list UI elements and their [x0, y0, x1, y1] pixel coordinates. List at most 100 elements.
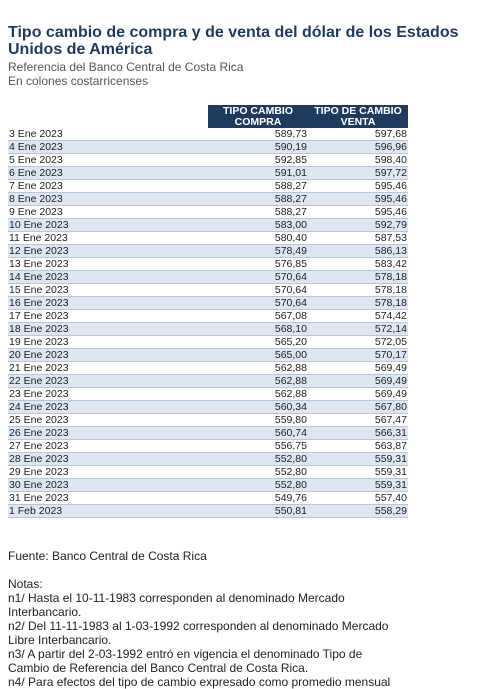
- table-row: 18 Ene 2023 568,10 572,14: [8, 322, 408, 336]
- row-venta: 578,18: [308, 270, 408, 284]
- row-date: 15 Ene 2023: [8, 283, 208, 297]
- table-body: 3 Ene 2023 589,73 597,68 4 Ene 2023 590,19 59…: [8, 128, 408, 518]
- row-date: 4 Ene 2023: [8, 140, 208, 154]
- row-compra: 589,73: [208, 128, 308, 141]
- table-row: 31 Ene 2023 549,76 557,40: [8, 491, 408, 505]
- row-date: 6 Ene 2023: [8, 166, 208, 180]
- row-compra: 588,27: [208, 205, 308, 219]
- row-compra: 562,88: [208, 387, 308, 401]
- row-compra: 562,88: [208, 374, 308, 388]
- table-row: 17 Ene 2023 567,08 574,42: [8, 309, 408, 323]
- subtitle-units: En colones costarricenses: [8, 74, 149, 88]
- table-row: 4 Ene 2023 590,19 596,96: [8, 140, 408, 154]
- table-row: 16 Ene 2023 570,64 578,18: [8, 296, 408, 310]
- row-venta: 578,18: [308, 296, 408, 310]
- row-date: 19 Ene 2023: [8, 335, 208, 349]
- note-item: n1/ Hasta el 10-11-1983 corresponden al …: [8, 591, 345, 619]
- row-venta: 592,79: [308, 218, 408, 232]
- table-row: 10 Ene 2023 583,00 592,79: [8, 218, 408, 232]
- row-venta: 559,31: [308, 478, 408, 492]
- row-date: 17 Ene 2023: [8, 309, 208, 323]
- row-date: 25 Ene 2023: [8, 413, 208, 427]
- row-venta: 574,42: [308, 309, 408, 323]
- subtitle-reference: Referencia del Banco Central de Costa Ri…: [8, 60, 244, 74]
- row-compra: 580,40: [208, 231, 308, 245]
- table-row: 27 Ene 2023 556,75 563,87: [8, 439, 408, 453]
- table-row: 20 Ene 2023 565,00 570,17: [8, 348, 408, 362]
- row-venta: 596,96: [308, 140, 408, 154]
- table-row: 3 Ene 2023 589,73 597,68: [8, 128, 408, 141]
- row-venta: 578,18: [308, 283, 408, 297]
- row-compra: 568,10: [208, 322, 308, 336]
- notes-heading: Notas:: [8, 577, 43, 591]
- row-venta: 595,46: [308, 179, 408, 193]
- row-compra: 549,76: [208, 491, 308, 505]
- note-item: n4/ Para efectos del tipo de cambio expr…: [8, 675, 391, 689]
- row-date: 12 Ene 2023: [8, 244, 208, 258]
- row-date: 20 Ene 2023: [8, 348, 208, 362]
- table-row: 12 Ene 2023 578,49 586,13: [8, 244, 408, 258]
- header-blank: [8, 105, 208, 128]
- row-compra: 576,85: [208, 257, 308, 271]
- row-date: 27 Ene 2023: [8, 439, 208, 453]
- row-date: 26 Ene 2023: [8, 426, 208, 440]
- row-compra: 560,74: [208, 426, 308, 440]
- table-row: 26 Ene 2023 560,74 566,31: [8, 426, 408, 440]
- row-venta: 567,80: [308, 400, 408, 414]
- header-venta: TIPO DE CAMBIO VENTA: [308, 105, 408, 128]
- row-date: 10 Ene 2023: [8, 218, 208, 232]
- table-row: 28 Ene 2023 552,80 559,31: [8, 452, 408, 466]
- source-note: Fuente: Banco Central de Costa Rica: [8, 549, 207, 563]
- row-compra: 556,75: [208, 439, 308, 453]
- row-compra: 570,64: [208, 296, 308, 310]
- row-date: 11 Ene 2023: [8, 231, 208, 245]
- row-venta: 557,40: [308, 491, 408, 505]
- row-date: 9 Ene 2023: [8, 205, 208, 219]
- table-row: 14 Ene 2023 570,64 578,18: [8, 270, 408, 284]
- row-compra: 552,80: [208, 478, 308, 492]
- row-venta: 587,53: [308, 231, 408, 245]
- row-venta: 572,05: [308, 335, 408, 349]
- row-date: 22 Ene 2023: [8, 374, 208, 388]
- row-compra: 592,85: [208, 153, 308, 167]
- table-row: 5 Ene 2023 592,85 598,40: [8, 153, 408, 167]
- row-venta: 558,29: [308, 504, 408, 518]
- row-venta: 586,13: [308, 244, 408, 258]
- row-compra: 562,88: [208, 361, 308, 375]
- table-row: 13 Ene 2023 576,85 583,42: [8, 257, 408, 271]
- row-venta: 572,14: [308, 322, 408, 336]
- table-row: 29 Ene 2023 552,80 559,31: [8, 465, 408, 479]
- exchange-rate-table: TIPO CAMBIO COMPRA TIPO DE CAMBIO VENTA …: [8, 105, 408, 518]
- row-venta: 570,17: [308, 348, 408, 362]
- row-venta: 567,47: [308, 413, 408, 427]
- note-item: n3/ A partir del 2-03-1992 entró en vige…: [8, 647, 363, 675]
- row-venta: 595,46: [308, 205, 408, 219]
- table-row: 15 Ene 2023 570,64 578,18: [8, 283, 408, 297]
- row-venta: 597,72: [308, 166, 408, 180]
- table-row: 23 Ene 2023 562,88 569,49: [8, 387, 408, 401]
- row-venta: 597,68: [308, 128, 408, 141]
- row-venta: 563,87: [308, 439, 408, 453]
- row-date: 16 Ene 2023: [8, 296, 208, 310]
- note-item: n2/ Del 11-11-1983 al 1-03-1992 correspo…: [8, 619, 389, 647]
- table-row: 6 Ene 2023 591,01 597,72: [8, 166, 408, 180]
- table-row: 1 Feb 2023 550,81 558,29: [8, 504, 408, 518]
- row-compra: 588,27: [208, 179, 308, 193]
- row-compra: 578,49: [208, 244, 308, 258]
- row-compra: 560,34: [208, 400, 308, 414]
- row-date: 24 Ene 2023: [8, 400, 208, 414]
- report: Tipo cambio de compra y de venta del dól…: [8, 0, 488, 518]
- row-venta: 583,42: [308, 257, 408, 271]
- row-venta: 598,40: [308, 153, 408, 167]
- table-row: 21 Ene 2023 562,88 569,49: [8, 361, 408, 375]
- row-venta: 569,49: [308, 361, 408, 375]
- header-compra: TIPO CAMBIO COMPRA: [208, 105, 308, 128]
- row-compra: 583,00: [208, 218, 308, 232]
- row-date: 3 Ene 2023: [8, 128, 208, 141]
- row-compra: 570,64: [208, 283, 308, 297]
- row-venta: 595,46: [308, 192, 408, 206]
- row-date: 5 Ene 2023: [8, 153, 208, 167]
- row-date: 13 Ene 2023: [8, 257, 208, 271]
- row-date: 7 Ene 2023: [8, 179, 208, 193]
- table-row: 8 Ene 2023 588,27 595,46: [8, 192, 408, 206]
